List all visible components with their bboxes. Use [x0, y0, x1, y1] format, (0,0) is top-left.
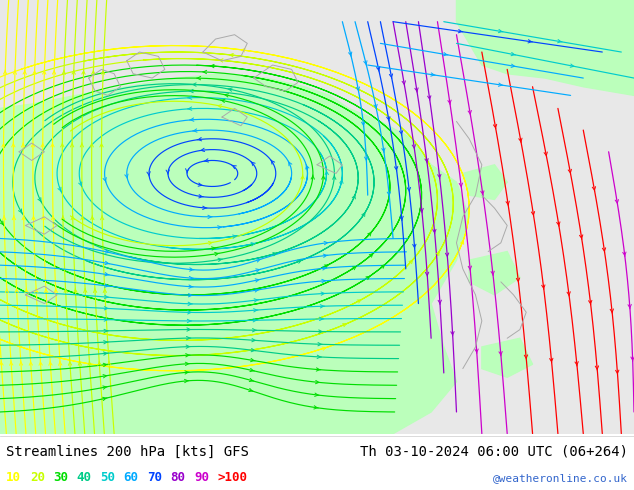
Text: 90: 90 [194, 471, 209, 484]
Text: 10: 10 [6, 471, 22, 484]
Text: 20: 20 [30, 471, 45, 484]
Polygon shape [469, 251, 520, 295]
Text: @weatheronline.co.uk: @weatheronline.co.uk [493, 472, 628, 483]
Text: Streamlines 200 hPa [kts] GFS: Streamlines 200 hPa [kts] GFS [6, 445, 249, 459]
Text: 60: 60 [124, 471, 139, 484]
Polygon shape [456, 0, 634, 96]
Text: 30: 30 [53, 471, 68, 484]
Text: 70: 70 [147, 471, 162, 484]
Text: 50: 50 [100, 471, 115, 484]
Polygon shape [0, 74, 469, 434]
Polygon shape [463, 165, 507, 199]
Text: >100: >100 [217, 471, 247, 484]
Text: 80: 80 [171, 471, 186, 484]
Polygon shape [482, 338, 533, 377]
Text: 40: 40 [77, 471, 92, 484]
Text: Th 03-10-2024 06:00 UTC (06+264): Th 03-10-2024 06:00 UTC (06+264) [359, 445, 628, 459]
